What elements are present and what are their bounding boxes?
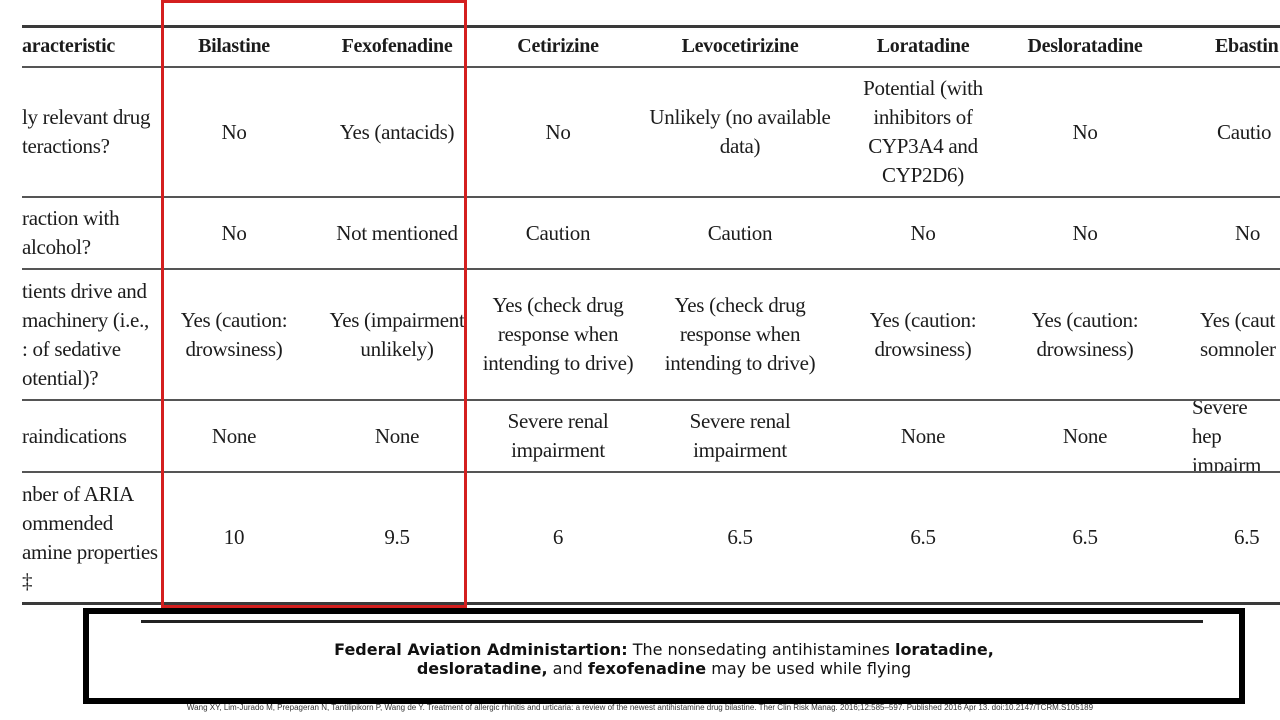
table-cell: Yes (caut somnoler: [1200, 307, 1276, 361]
table-cell: No: [910, 220, 936, 245]
table-cell: Yes (impairment unlikely): [329, 307, 465, 361]
row-label-alcohol: raction with alcohol?: [22, 206, 120, 259]
table-cell: 9.5: [384, 525, 410, 549]
citation: Wang XY, Lim-Jurado M, Prepageran N, Tan…: [186, 703, 1094, 712]
table-cell: Severe renal impairment: [507, 409, 609, 462]
table-cell: Severe hep impairm: [1192, 401, 1262, 471]
table-cell: Severe renal impairment: [689, 409, 791, 462]
row-label-drive-machinery: tients drive and machinery (i.e., : of s…: [22, 278, 149, 390]
note-drug-fexofenadine: fexofenadine: [587, 659, 707, 678]
column-header-ebastine: Ebastin: [1215, 35, 1279, 57]
table-cell: No: [1072, 119, 1098, 144]
table-cell: None: [1062, 423, 1108, 448]
row-label-contraindications: raindications: [22, 423, 127, 448]
note-top-rule: [141, 620, 1203, 623]
table-cell: Not mentioned: [336, 220, 458, 245]
table-cell: Yes (caution: drowsiness): [1031, 307, 1139, 361]
row-rule: [22, 471, 1280, 473]
column-header-desloratadine: Desloratadine: [1027, 35, 1143, 57]
table-top-rule: [22, 25, 1280, 28]
note-part3: may be used while flying: [706, 659, 912, 678]
table-bottom-rule: [22, 602, 1280, 605]
row-rule: [22, 196, 1280, 198]
table-cell: No: [221, 220, 247, 245]
table-cell: Yes (check drug response when intending …: [664, 293, 816, 375]
column-header-levocetirizine: Levocetirizine: [681, 35, 799, 57]
table-cell: 6.5: [910, 525, 936, 549]
note-drug-desloratadine: desloratadine,: [416, 659, 548, 678]
table-cell: 10: [223, 525, 245, 549]
table-cell: None: [374, 423, 420, 448]
column-header-fexofenadine: Fexofenadine: [341, 35, 453, 57]
table-cell: Caution: [525, 220, 591, 245]
table-cell: No: [545, 119, 571, 144]
table-cell: Unlikely (no available data): [649, 105, 831, 158]
table-cell: Yes (caution: drowsiness): [180, 307, 288, 361]
faa-note-text: Federal Aviation Administartion: The non…: [89, 640, 1239, 678]
row-label-aria-properties: nber of ARIA ommended amine properties ‡: [22, 481, 158, 593]
note-lead: Federal Aviation Administartion:: [334, 640, 628, 659]
table-cell: None: [211, 423, 257, 448]
row-rule: [22, 399, 1280, 401]
column-header-loratadine: Loratadine: [876, 35, 970, 57]
note-part2: and: [547, 659, 588, 678]
row-label-drug-interactions: ly relevant drug teractions?: [22, 105, 151, 158]
highlight-box: [161, 0, 467, 608]
table-cell: Yes (caution: drowsiness): [869, 307, 977, 361]
column-header-cetirizine: Cetirizine: [517, 35, 599, 57]
table-cell: 6.5: [727, 525, 753, 549]
table-cell: No: [221, 119, 247, 144]
note-part1: The nonsedating antihistamines: [627, 640, 895, 659]
column-header-bilastine: Bilastine: [198, 35, 270, 57]
column-header-characteristic: aracteristic: [22, 35, 116, 57]
faa-note-box: Federal Aviation Administartion: The non…: [83, 608, 1245, 704]
row-rule: [22, 66, 1280, 68]
table-cell: 6.5: [1072, 525, 1098, 549]
comparison-table: aracteristic Bilastine Fexofenadine Ceti…: [22, 25, 1280, 605]
table-cell: No: [1235, 220, 1261, 245]
table-cell: No: [1072, 220, 1098, 245]
table-cell: None: [900, 423, 946, 448]
table-cell: 6: [552, 525, 564, 549]
note-drug-loratadine: loratadine,: [894, 640, 994, 659]
table-cell: Potential (with inhibitors of CYP3A4 and…: [863, 76, 983, 187]
table-cell: Cautio: [1217, 119, 1272, 144]
table-cell: 6.5: [1234, 525, 1260, 549]
row-rule: [22, 268, 1280, 270]
table-cell: Caution: [707, 220, 773, 245]
table-cell: Yes (check drug response when intending …: [482, 293, 634, 375]
table-cell: Yes (antacids): [339, 119, 455, 144]
